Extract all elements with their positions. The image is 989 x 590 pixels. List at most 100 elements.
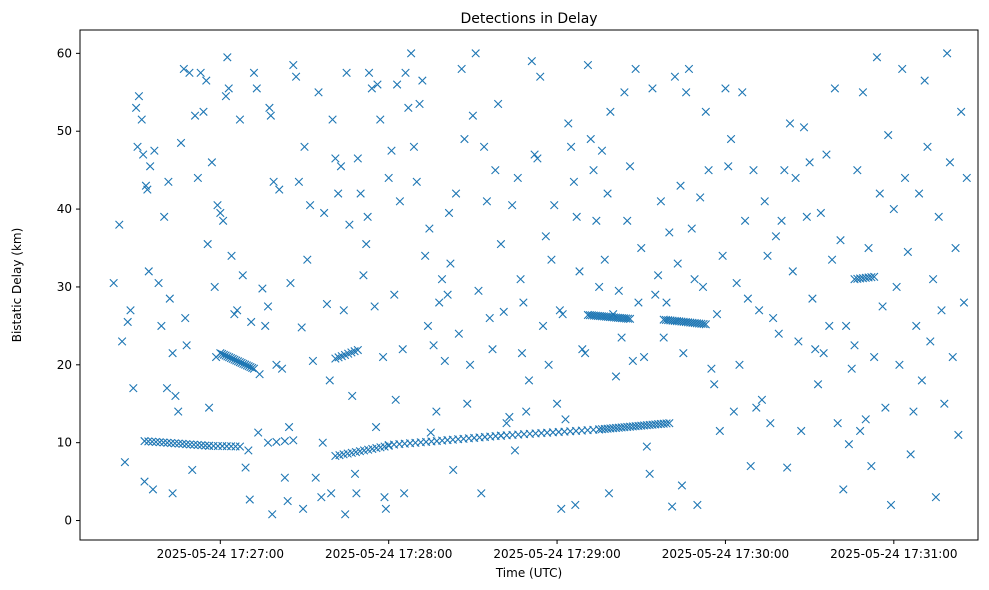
detection-point xyxy=(808,294,817,303)
detection-point xyxy=(583,60,593,70)
detection-point xyxy=(527,56,536,66)
detection-point xyxy=(914,189,924,198)
detection-point xyxy=(202,76,211,85)
detection-point xyxy=(471,49,480,58)
detection-point xyxy=(420,251,430,260)
detection-point xyxy=(677,481,687,490)
detection-point xyxy=(230,310,239,319)
detection-point xyxy=(631,64,640,74)
track-detection-point xyxy=(144,437,153,446)
detection-point xyxy=(693,500,702,510)
detection-point xyxy=(460,134,469,144)
detection-point xyxy=(681,88,691,97)
detection-point xyxy=(816,208,826,218)
detection-point xyxy=(370,302,379,311)
detection-point xyxy=(496,239,506,249)
detection-point xyxy=(482,197,492,206)
track-detection-point xyxy=(170,439,180,448)
detection-point xyxy=(362,239,371,249)
track-detection-point xyxy=(623,314,633,323)
detection-point xyxy=(839,485,848,494)
detection-point xyxy=(465,360,475,369)
detection-point xyxy=(684,64,694,74)
detection-point xyxy=(168,348,177,358)
detection-point xyxy=(566,142,576,151)
detection-point xyxy=(536,72,545,81)
detection-point xyxy=(586,134,595,144)
track-detection-point xyxy=(625,314,635,324)
detection-point xyxy=(926,337,935,346)
detection-point xyxy=(878,302,887,311)
detection-point xyxy=(348,391,357,401)
detection-point xyxy=(339,306,348,315)
detection-point xyxy=(889,204,899,214)
detection-point xyxy=(363,212,372,222)
detection-point xyxy=(359,271,368,280)
detection-point xyxy=(712,310,722,319)
detection-point xyxy=(204,403,214,412)
detection-point xyxy=(391,395,400,405)
detection-point xyxy=(864,243,873,253)
detection-point xyxy=(552,399,562,408)
detection-point xyxy=(254,428,263,437)
detection-point xyxy=(819,348,828,358)
detection-point xyxy=(763,251,772,260)
detection-point xyxy=(788,267,797,276)
detection-point xyxy=(533,154,542,163)
detection-point xyxy=(724,162,733,171)
track-detection-point xyxy=(249,364,259,373)
detection-point xyxy=(580,348,590,358)
detection-point xyxy=(833,419,842,428)
detection-point xyxy=(322,299,332,309)
detection-point xyxy=(729,407,739,416)
detection-point xyxy=(123,317,132,327)
detection-point xyxy=(811,345,820,354)
detection-point xyxy=(140,477,149,486)
detection-point xyxy=(777,216,786,225)
detection-point xyxy=(701,107,710,116)
detection-point xyxy=(743,294,753,303)
detection-point xyxy=(575,267,584,276)
track-detection-point xyxy=(178,439,187,449)
detection-point xyxy=(415,99,424,109)
detection-point xyxy=(928,274,938,284)
track-detection-point xyxy=(151,437,161,447)
detection-point xyxy=(493,99,503,109)
detection-point xyxy=(341,510,350,519)
track-detection-point xyxy=(182,439,191,449)
track-detection-point xyxy=(272,437,281,447)
detection-point xyxy=(611,372,621,381)
detection-point xyxy=(449,465,458,475)
y-tick-label: 10 xyxy=(57,436,72,450)
detection-point xyxy=(303,255,312,264)
detection-point xyxy=(443,290,452,299)
detection-point xyxy=(516,274,525,284)
detection-point xyxy=(940,399,949,408)
detection-point xyxy=(698,282,708,292)
detection-point xyxy=(603,189,612,198)
detection-point xyxy=(371,422,381,432)
detection-point xyxy=(280,473,290,482)
detection-point xyxy=(176,138,186,148)
detection-point xyxy=(399,489,409,498)
detection-point xyxy=(252,84,261,93)
detection-point xyxy=(768,313,778,323)
detection-point xyxy=(352,489,361,498)
detection-point xyxy=(129,383,138,393)
detection-point xyxy=(291,72,301,81)
detection-point xyxy=(300,142,309,151)
detection-point xyxy=(881,403,890,412)
detection-point xyxy=(485,313,494,323)
detection-point xyxy=(690,274,699,284)
detection-point xyxy=(319,208,329,218)
detection-point xyxy=(451,189,461,198)
detection-point xyxy=(825,321,834,331)
detection-point xyxy=(350,469,360,479)
detection-point xyxy=(232,306,242,315)
detection-point xyxy=(305,201,315,210)
track-detection-point xyxy=(662,419,671,428)
detection-point xyxy=(246,317,256,327)
detection-point xyxy=(286,278,295,288)
track-detection-point xyxy=(155,438,164,447)
detection-point xyxy=(336,162,346,171)
